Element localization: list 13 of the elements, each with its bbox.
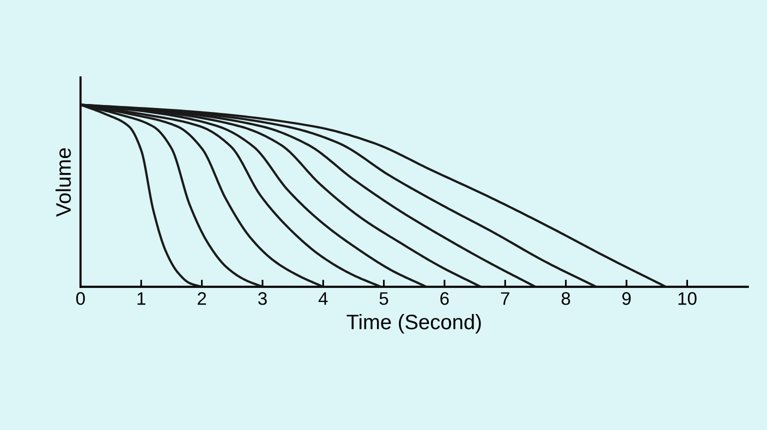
x-tick-label: 1 (138, 292, 146, 305)
x-tick-label: 10 (678, 292, 696, 305)
x-tick-label: 3 (258, 292, 267, 305)
x-tick-label: 5 (380, 292, 388, 305)
x-tick-label: 6 (440, 292, 449, 305)
x-tick-label: 8 (562, 292, 570, 305)
y-axis-title: Volume (56, 148, 71, 217)
x-axis-title: Time (Second) (346, 314, 481, 334)
x-tick-label: 0 (76, 292, 85, 305)
x-tick-label: 4 (318, 292, 328, 305)
x-tick-label: 7 (501, 292, 510, 305)
x-tick-label: 2 (198, 292, 206, 305)
x-tick-label: 9 (622, 292, 631, 305)
